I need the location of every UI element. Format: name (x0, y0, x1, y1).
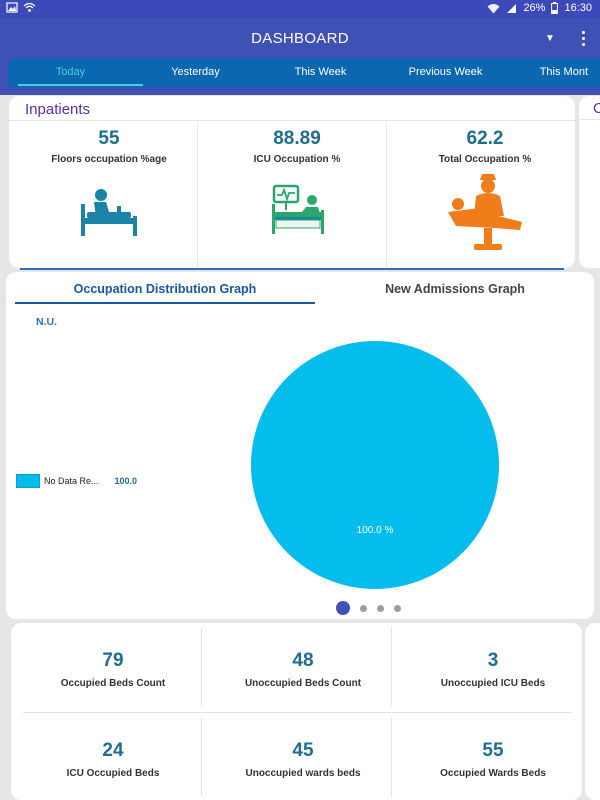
stat-label: Unoccupied Beds Count (244, 678, 362, 689)
pager-dots (336, 601, 401, 615)
pie-slice[interactable] (251, 341, 499, 589)
metric-label: ICU Occupation % (253, 154, 341, 165)
divider (579, 96, 600, 120)
active-tab-indicator (18, 84, 143, 86)
tab-occupation-distribution[interactable]: Occupation Distribution Graph (73, 282, 257, 296)
icu-occupation-metric[interactable]: 88.89 ICU Occupation % (203, 122, 391, 268)
signal-icon (507, 3, 517, 13)
period-tab-bar: Today Yesterday This Week Previous Week … (0, 58, 600, 95)
tab-today[interactable]: Today (55, 66, 86, 78)
image-icon (6, 2, 18, 13)
stat-value: 24 (102, 740, 124, 761)
period-tab-strip: Today Yesterday This Week Previous Week … (8, 58, 600, 87)
stat-value: 45 (292, 740, 314, 761)
tab-new-admissions[interactable]: New Admissions Graph (385, 282, 525, 296)
stat-label: Occupied Wards Beds (440, 768, 546, 779)
occupied-beds-count[interactable]: 79 Occupied Beds Count (18, 650, 208, 689)
metric-value: 55 (98, 128, 120, 149)
wifi-icon (487, 3, 500, 13)
wifi-hotspot-icon (23, 2, 36, 12)
divider (197, 122, 198, 267)
card-indicator-line (20, 268, 564, 270)
occupied-wards-beds[interactable]: 55 Occupied Wards Beds (398, 740, 588, 779)
next-stats-card[interactable] (585, 623, 600, 800)
battery-percent: 26% (523, 2, 546, 14)
pager-dot[interactable] (377, 604, 384, 612)
inpatients-card: Inpatients 55 Floors occupation %age 88.… (9, 96, 575, 268)
divider (9, 120, 575, 121)
bed-stats-card: 79 Occupied Beds Count 48 Unoccupied Bed… (11, 623, 582, 800)
legend-swatch (16, 474, 40, 488)
pager-dot[interactable] (394, 604, 401, 612)
stat-value: 3 (487, 650, 499, 671)
divider (391, 717, 392, 797)
stat-value: 48 (292, 650, 314, 671)
page-title: DASHBOARD (251, 30, 349, 47)
stat-label: Unoccupied ICU Beds (440, 678, 546, 689)
battery-icon (551, 2, 559, 14)
floors-occupation-metric[interactable]: 55 Floors occupation %age (15, 122, 203, 268)
unoccupied-beds-count[interactable]: 48 Unoccupied Beds Count (208, 650, 398, 689)
metric-label: Floors occupation %age (51, 154, 167, 165)
metric-label: Total Occupation % (438, 154, 532, 165)
divider (386, 122, 387, 267)
icu-bed-monitor-icon (272, 184, 324, 234)
stat-value: 79 (102, 650, 124, 671)
next-summary-card[interactable]: O (579, 96, 600, 268)
metric-value: 62.2 (466, 128, 504, 149)
legend-label: No Data Re... (44, 476, 99, 486)
stat-label: ICU Occupied Beds (66, 768, 160, 779)
metric-value: 88.89 (273, 128, 321, 149)
pager-dot[interactable] (336, 601, 350, 615)
unoccupied-wards-beds[interactable]: 45 Unoccupied wards beds (208, 740, 398, 779)
tab-previous-week[interactable]: Previous Week (408, 66, 483, 78)
patient-bed-icon (81, 189, 137, 236)
nurse-patient-icon (448, 174, 522, 250)
graph-card: Occupation Distribution Graph New Admiss… (6, 272, 594, 619)
legend-value: 100.0 (114, 476, 138, 486)
icu-occupied-beds[interactable]: 24 ICU Occupied Beds (18, 740, 208, 779)
app-bar: DASHBOARD ▼ (0, 18, 600, 58)
stat-label: Unoccupied wards beds (245, 768, 361, 779)
tab-this-month[interactable]: This Mont (539, 66, 588, 78)
total-occupation-metric[interactable]: 62.2 Total Occupation % (391, 122, 579, 268)
chart-legend: No Data Re... 100.0 (16, 474, 137, 488)
clock: 16:30 (564, 2, 592, 14)
divider (391, 627, 392, 707)
pager-dot[interactable] (360, 604, 367, 612)
inpatients-title: Inpatients (25, 101, 91, 118)
tab-yesterday[interactable]: Yesterday (171, 66, 220, 78)
next-card-title: O (593, 100, 600, 117)
stat-value: 55 (482, 740, 504, 761)
chart-section-label: N.U. (36, 316, 57, 328)
pie-slice-label: 100.0 % (357, 525, 394, 536)
pie-chart[interactable]: 100.0 % (250, 340, 500, 590)
more-options-icon[interactable] (576, 28, 590, 48)
tab-this-week[interactable]: This Week (294, 66, 347, 78)
unoccupied-icu-beds[interactable]: 3 Unoccupied ICU Beds (398, 650, 588, 689)
divider (201, 717, 202, 797)
stat-label: Occupied Beds Count (60, 678, 166, 689)
active-tab-indicator (15, 302, 315, 304)
status-bar: 26% 16:30 (0, 0, 600, 18)
divider (201, 627, 202, 707)
divider (23, 712, 571, 713)
dropdown-arrow-icon[interactable]: ▼ (545, 33, 555, 44)
